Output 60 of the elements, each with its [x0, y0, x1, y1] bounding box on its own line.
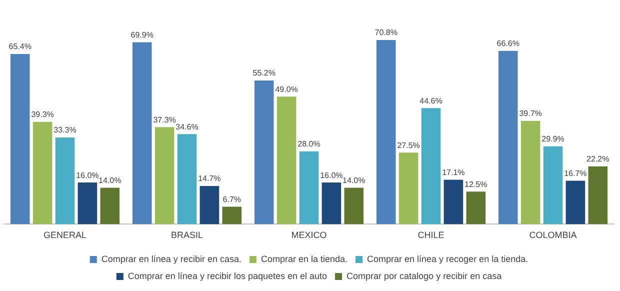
bar: [344, 188, 364, 224]
bar: [100, 188, 120, 224]
bar: [520, 120, 540, 224]
data-label: 27.5%: [397, 140, 420, 150]
data-label: 49.0%: [275, 84, 298, 94]
bar: [398, 152, 418, 224]
data-label: 69.9%: [130, 30, 154, 40]
data-label: 16.0%: [76, 170, 99, 180]
bar: [466, 192, 486, 224]
bar: [132, 42, 152, 224]
data-label: 17.1%: [442, 168, 465, 177]
data-label: 33.3%: [54, 126, 76, 135]
bar: [444, 180, 464, 224]
data-label: 6.7%: [222, 194, 242, 204]
bar: [376, 40, 396, 224]
data-label: 16.0%: [320, 170, 343, 180]
bar: [10, 54, 30, 224]
bar: [200, 186, 220, 224]
data-label: 39.7%: [519, 109, 542, 118]
data-label: 12.5%: [464, 180, 488, 189]
bar: [276, 96, 296, 224]
data-label: 66.6%: [496, 39, 520, 48]
bar: [254, 80, 274, 224]
bar: [78, 182, 98, 224]
x-tick-label: BRASIL: [170, 230, 204, 240]
data-label: 14.7%: [198, 174, 221, 184]
data-label: 14.0%: [98, 176, 122, 185]
bar: [322, 182, 342, 224]
data-label: 65.4%: [8, 42, 32, 52]
data-label: 44.6%: [420, 96, 442, 106]
legend-label: Comprar por catalogo y recibir en casa: [346, 270, 502, 281]
data-label: 34.6%: [176, 122, 198, 132]
x-tick-label: GENERAL: [43, 230, 87, 240]
data-label: 22.2%: [586, 154, 610, 164]
bar: [588, 166, 608, 224]
data-label: 39.3%: [31, 110, 54, 120]
data-label: 14.0%: [342, 176, 366, 185]
x-tick-label: COLOMBIA: [529, 230, 577, 240]
legend-label: Comprar en la tienda.: [260, 254, 348, 264]
bar: [32, 122, 52, 224]
bar: [299, 151, 319, 224]
bar: [154, 127, 174, 224]
bar: [421, 108, 441, 224]
bar: [222, 206, 242, 224]
data-label: 16.7%: [564, 168, 587, 178]
legend-label: Comprar en línea y recibir en casa.: [101, 254, 242, 264]
data-label: 37.3%: [153, 115, 176, 124]
x-tick-label: CHILE: [418, 230, 444, 240]
data-label: 29.9%: [542, 134, 564, 144]
bar: [55, 138, 75, 224]
bar: [498, 50, 518, 224]
bar: [543, 146, 563, 224]
data-label: 55.2%: [252, 68, 276, 78]
bar: [566, 180, 586, 224]
bar: [177, 134, 197, 224]
data-label: 70.8%: [374, 28, 398, 38]
data-label: 28.0%: [298, 140, 320, 149]
legend-label: Comprar en línea y recoger en la tienda.: [367, 254, 528, 264]
x-tick-label: MEXICO: [291, 230, 327, 240]
legend-label: Comprar en línea y recibir los paquetes en el auto: [128, 270, 328, 281]
